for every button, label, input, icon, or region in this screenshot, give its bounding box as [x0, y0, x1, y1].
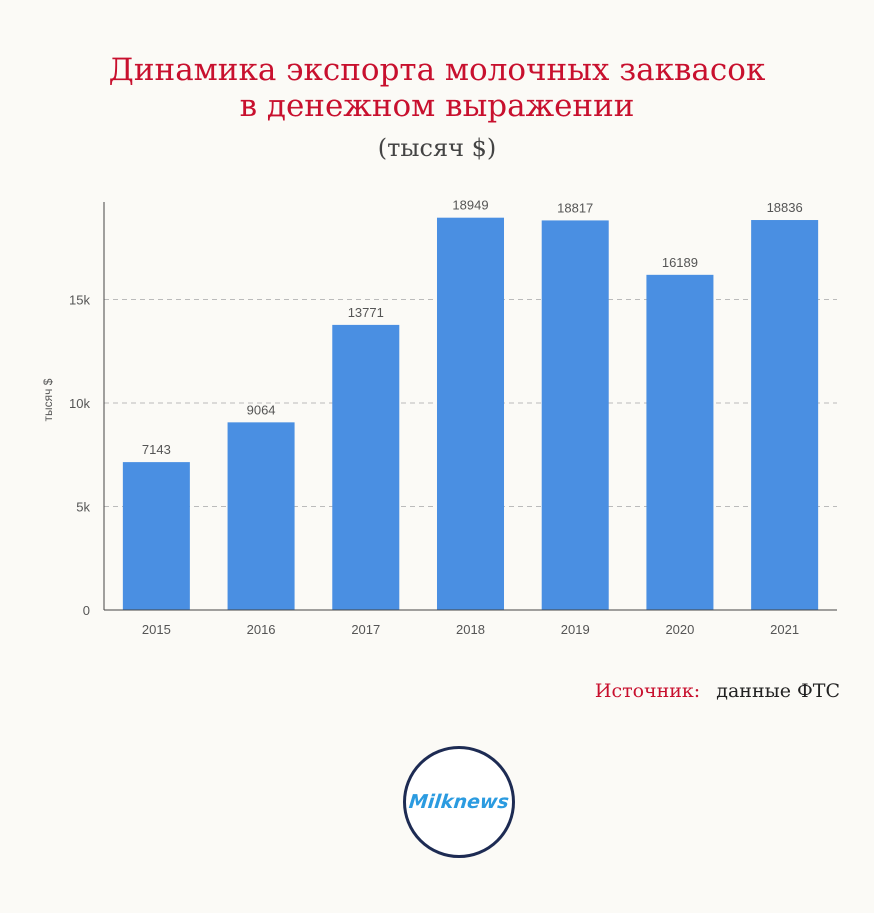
x-tick-label: 2019 — [561, 622, 590, 637]
bar-2017 — [332, 324, 400, 610]
x-tick-label: 2016 — [247, 622, 276, 637]
y-tick-label: 5k — [76, 499, 90, 514]
data-label-2017: 13771 — [348, 305, 384, 320]
source-value: данные ФТС — [716, 680, 840, 702]
y-axis-title: тысяч $ — [41, 378, 55, 421]
chart-subtitle: (тысяч $) — [377, 134, 497, 162]
milknews-logo: Milknews — [403, 746, 515, 858]
data-label-2020: 16189 — [662, 255, 698, 270]
x-tick-label: 2021 — [770, 622, 799, 637]
bar-2018 — [436, 217, 505, 611]
bar-2016 — [227, 422, 295, 610]
chart-title-line1: Динамика экспорта молочных заквасок — [108, 52, 766, 88]
bar-2021 — [751, 220, 819, 610]
y-tick-label: 15k — [69, 292, 90, 307]
chart-title-line2: в денежном выражении — [239, 88, 635, 124]
chart-title: Динамика экспорта молочных заквасок в де… — [0, 52, 874, 124]
data-label-2015: 7143 — [142, 442, 171, 457]
data-label-2018: 18949 — [452, 198, 488, 213]
source-label: Источник: — [594, 680, 701, 702]
source-note: Источник: данные ФТС — [595, 680, 840, 702]
x-tick-label: 2018 — [456, 622, 485, 637]
data-label-2021: 18836 — [767, 200, 803, 215]
y-tick-label: 0 — [83, 603, 90, 618]
data-label-2016: 9064 — [247, 402, 276, 417]
x-tick-label: 2017 — [351, 622, 380, 637]
bar-2019 — [541, 220, 609, 610]
bar-chart: 0 5k 10k 15k тысяч $ 7143 2015 9064 2016 13771 201… — [41, 198, 837, 637]
data-label-2019: 18817 — [557, 200, 593, 215]
x-tick-label: 2020 — [665, 622, 694, 637]
bar-2020 — [646, 274, 714, 610]
y-tick-label: 10k — [69, 396, 90, 411]
bar-2015 — [122, 462, 190, 610]
logo-text: Milknews — [407, 791, 511, 813]
x-tick-label: 2015 — [142, 622, 171, 637]
